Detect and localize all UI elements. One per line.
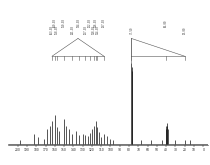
Text: 118.00: 118.00 bbox=[92, 25, 96, 34]
Text: 163.00: 163.00 bbox=[50, 25, 54, 34]
Text: 160.00: 160.00 bbox=[53, 18, 57, 27]
Text: 40.00: 40.00 bbox=[164, 20, 168, 27]
Text: 134.00: 134.00 bbox=[77, 18, 81, 27]
Text: 77.50: 77.50 bbox=[129, 27, 133, 34]
Text: 158.00: 158.00 bbox=[55, 25, 59, 34]
Text: 141.00: 141.00 bbox=[70, 25, 74, 34]
Text: 116.00: 116.00 bbox=[94, 18, 98, 27]
Text: 127.00: 127.00 bbox=[83, 25, 87, 34]
Text: 122.00: 122.00 bbox=[88, 18, 92, 27]
Text: 114.00: 114.00 bbox=[96, 25, 100, 34]
Text: 107.00: 107.00 bbox=[102, 18, 106, 27]
Text: 150.00: 150.00 bbox=[62, 18, 66, 27]
Text: 20.00: 20.00 bbox=[183, 27, 187, 34]
